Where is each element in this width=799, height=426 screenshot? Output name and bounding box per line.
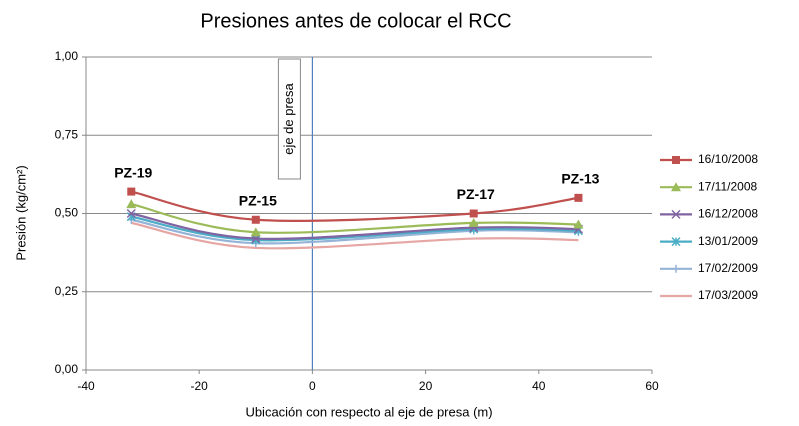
marker — [251, 215, 260, 224]
series-line — [131, 218, 579, 245]
y-tick-label: 0,50 — [55, 206, 79, 220]
x-tick-label: 0 — [309, 379, 316, 393]
x-tick-label: 40 — [532, 379, 546, 393]
chart-title: Presiones antes de colocar el RCC — [200, 10, 511, 32]
x-tick-label: -20 — [191, 379, 209, 393]
annotation: PZ-19 — [114, 164, 152, 180]
legend-label: 16/12/2008 — [698, 207, 758, 221]
marker — [468, 217, 479, 227]
marker — [672, 156, 680, 164]
marker — [672, 264, 680, 273]
x-tick-label: 60 — [645, 379, 659, 393]
marker — [126, 199, 137, 209]
y-tick-label: 0,75 — [55, 127, 79, 141]
marker — [250, 227, 261, 237]
annotation: PZ-13 — [561, 171, 599, 187]
y-tick-label: 0,00 — [55, 362, 79, 376]
series-line — [131, 203, 579, 234]
legend-label: 16/10/2008 — [698, 152, 758, 166]
reference-label: eje de presa — [281, 82, 296, 154]
series-line — [131, 190, 579, 222]
series-line — [131, 212, 579, 240]
marker — [574, 193, 583, 202]
y-tick-label: 0,25 — [55, 284, 79, 298]
series-line — [131, 215, 579, 242]
x-tick-label: -40 — [77, 379, 95, 393]
legend-label: 13/01/2009 — [698, 234, 758, 248]
reference-label-box — [277, 58, 301, 180]
annotation: PZ-17 — [457, 186, 495, 202]
legend-label: 17/03/2009 — [698, 288, 758, 302]
x-tick-label: 20 — [419, 379, 433, 393]
y-axis-label: Presión (kg/cm²) — [13, 165, 28, 260]
legend-label: 17/11/2008 — [698, 179, 757, 193]
marker — [469, 209, 478, 218]
y-tick-label: 1,00 — [55, 49, 79, 63]
marker — [127, 187, 136, 196]
marker — [126, 208, 136, 219]
series-line — [131, 221, 579, 250]
marker — [671, 237, 681, 247]
annotation: PZ-15 — [239, 192, 277, 208]
x-axis-label: Ubicación con respecto al eje de presa (… — [245, 404, 492, 419]
marker — [671, 209, 681, 219]
marker — [671, 182, 681, 192]
legend-label: 17/02/2009 — [698, 261, 758, 275]
marker — [573, 219, 584, 229]
